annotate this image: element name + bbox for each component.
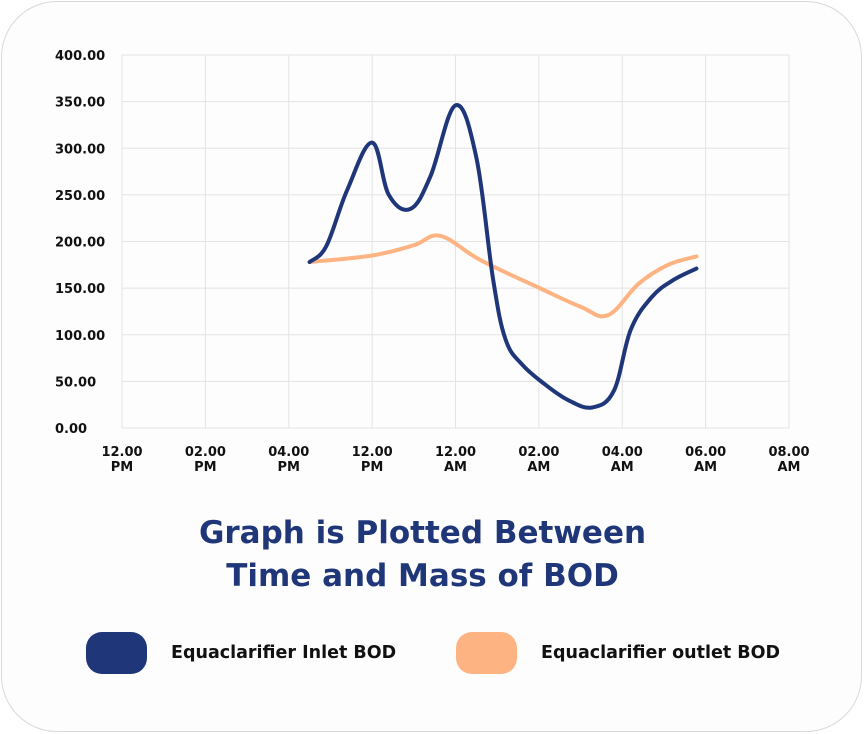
y-axis: 0.00 50.00 100.00 150.00 200.00 250.00 300.00 3…: [55, 49, 105, 437]
legend-label-outlet: Equaclarifier outlet BOD: [541, 643, 781, 663]
legend-item-inlet: Equaclarifier Inlet BOD: [86, 632, 396, 674]
series-line-outlet-bod: [307, 233, 699, 319]
x-axis: 12.00 PM 02.00 PM 04.00 PM 12.00 PM 12.00 AM 02.00…: [101, 445, 809, 475]
x-tick-label: 04.00 PM: [268, 445, 309, 475]
y-tick-label: 350.00: [55, 96, 105, 111]
series-lines: [307, 103, 699, 410]
y-tick-label: 250.00: [55, 189, 105, 204]
series-line-inlet-bod: [307, 103, 699, 410]
legend: Equaclarifier Inlet BOD Equaclarifier ou…: [0, 632, 865, 674]
y-tick-label: 200.00: [55, 236, 105, 251]
chart-title-line-1: Graph is Plotted Between: [198, 515, 647, 551]
x-tick-label: 02.00 PM: [185, 445, 226, 475]
x-tick-label: 12.00 PM: [352, 445, 393, 475]
legend-item-outlet: Equaclarifier outlet BOD: [456, 632, 780, 674]
legend-swatch-inlet: [86, 632, 147, 674]
y-tick-label: 100.00: [55, 329, 105, 344]
grid: [121, 54, 790, 429]
y-tick-label: 50.00: [55, 375, 96, 390]
y-tick-label: 150.00: [55, 282, 105, 297]
chart-title: Graph is Plotted Between Time and Mass o…: [0, 512, 845, 598]
y-tick-label: 0.00: [55, 422, 87, 437]
x-tick-label: 04.00 AM: [602, 445, 643, 475]
legend-swatch-outlet: [456, 632, 517, 674]
x-tick-label: 06.00 AM: [685, 445, 726, 475]
legend-label-inlet: Equaclarifier Inlet BOD: [171, 643, 397, 663]
chart-title-line-2: Time and Mass of BOD: [226, 558, 619, 594]
x-tick-label: 02.00 AM: [518, 445, 559, 475]
x-tick-label: 12.00 AM: [435, 445, 476, 475]
y-tick-label: 300.00: [55, 142, 105, 157]
x-tick-label: 12.00 PM: [101, 445, 142, 475]
y-tick-label: 400.00: [55, 49, 105, 64]
x-tick-label: 08.00 AM: [768, 445, 809, 475]
